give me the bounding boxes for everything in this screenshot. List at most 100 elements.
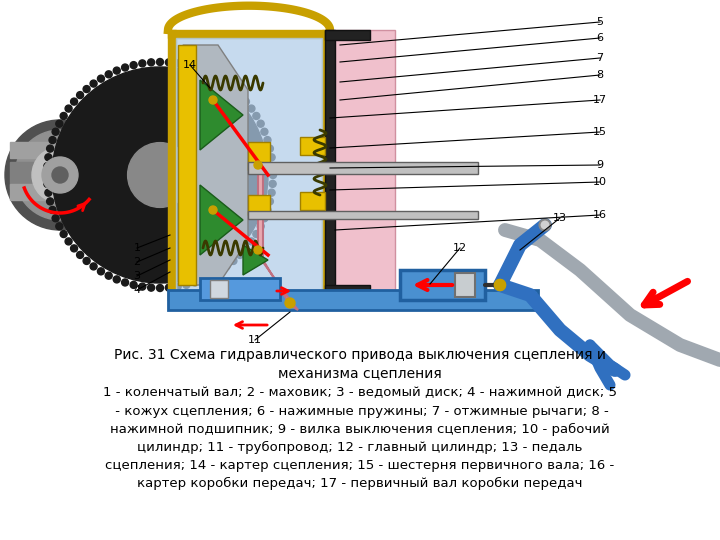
Bar bbox=[168, 30, 330, 38]
Circle shape bbox=[139, 283, 146, 290]
Circle shape bbox=[254, 246, 262, 254]
Text: механизма сцепления: механизма сцепления bbox=[278, 366, 442, 380]
Text: нажимной подшипник; 9 - вилка выключения сцепления; 10 - рабочий: нажимной подшипник; 9 - вилка выключения… bbox=[110, 422, 610, 436]
Circle shape bbox=[269, 172, 276, 179]
Circle shape bbox=[15, 130, 105, 220]
Circle shape bbox=[215, 75, 222, 82]
Circle shape bbox=[60, 231, 67, 238]
Circle shape bbox=[257, 120, 264, 127]
Circle shape bbox=[183, 62, 190, 69]
Circle shape bbox=[248, 238, 255, 245]
Circle shape bbox=[45, 154, 52, 161]
Circle shape bbox=[49, 206, 56, 213]
Circle shape bbox=[243, 98, 249, 105]
Circle shape bbox=[90, 263, 97, 270]
Circle shape bbox=[183, 281, 190, 288]
Circle shape bbox=[90, 80, 97, 87]
Bar bbox=[178, 45, 196, 285]
Text: 6: 6 bbox=[596, 33, 603, 43]
Bar bbox=[248, 211, 478, 219]
Circle shape bbox=[65, 238, 72, 245]
Circle shape bbox=[254, 161, 262, 169]
Circle shape bbox=[122, 279, 129, 286]
Circle shape bbox=[139, 60, 146, 67]
Bar bbox=[400, 270, 485, 300]
Circle shape bbox=[199, 276, 207, 283]
Circle shape bbox=[268, 189, 275, 196]
Polygon shape bbox=[200, 80, 243, 150]
Circle shape bbox=[148, 59, 155, 66]
Circle shape bbox=[269, 180, 276, 187]
Bar bbox=[325, 30, 370, 40]
Circle shape bbox=[71, 245, 78, 252]
Text: 11: 11 bbox=[248, 335, 262, 345]
Circle shape bbox=[83, 258, 90, 265]
Circle shape bbox=[253, 112, 260, 119]
Circle shape bbox=[495, 280, 505, 291]
Bar bbox=[168, 290, 538, 310]
Circle shape bbox=[269, 163, 276, 170]
Text: 5: 5 bbox=[596, 17, 603, 27]
Text: 10: 10 bbox=[593, 177, 607, 187]
Circle shape bbox=[495, 280, 505, 291]
Polygon shape bbox=[243, 245, 268, 275]
Circle shape bbox=[43, 172, 50, 179]
Circle shape bbox=[97, 75, 104, 82]
Circle shape bbox=[223, 80, 230, 87]
Circle shape bbox=[44, 163, 51, 170]
Bar bbox=[455, 273, 475, 297]
Circle shape bbox=[32, 147, 88, 203]
Circle shape bbox=[5, 120, 115, 230]
Circle shape bbox=[45, 189, 52, 196]
Text: картер коробки передач; 17 - первичный вал коробки передач: картер коробки передач; 17 - первичный в… bbox=[138, 476, 582, 490]
Circle shape bbox=[76, 252, 84, 259]
Text: цилиндр; 11 - трубопровод; 12 - главный цилиндр; 13 - педаль: цилиндр; 11 - трубопровод; 12 - главный … bbox=[138, 441, 582, 454]
Circle shape bbox=[264, 137, 271, 144]
Circle shape bbox=[266, 198, 274, 205]
Text: 14: 14 bbox=[183, 60, 197, 70]
Text: 7: 7 bbox=[596, 53, 603, 63]
Text: 13: 13 bbox=[553, 213, 567, 223]
Circle shape bbox=[192, 279, 199, 286]
Bar bbox=[248, 142, 270, 170]
Circle shape bbox=[253, 231, 260, 238]
Polygon shape bbox=[200, 185, 243, 255]
Polygon shape bbox=[183, 45, 248, 285]
Circle shape bbox=[236, 92, 243, 99]
Text: 4: 4 bbox=[133, 285, 140, 295]
Circle shape bbox=[174, 283, 181, 290]
Circle shape bbox=[539, 219, 551, 231]
Circle shape bbox=[83, 85, 90, 92]
Text: 2: 2 bbox=[133, 257, 140, 267]
Circle shape bbox=[42, 157, 78, 193]
Text: сцепления; 14 - картер сцепления; 15 - шестерня первичного вала; 16 -: сцепления; 14 - картер сцепления; 15 - ш… bbox=[105, 458, 615, 471]
Circle shape bbox=[209, 206, 217, 214]
Circle shape bbox=[71, 98, 78, 105]
Bar bbox=[300, 137, 325, 155]
Bar bbox=[248, 195, 270, 215]
Circle shape bbox=[52, 215, 59, 222]
Text: - кожух сцепления; 6 - нажимные пружины; 7 - отжимные рычаги; 8 -: - кожух сцепления; 6 - нажимные пружины;… bbox=[111, 404, 609, 417]
Circle shape bbox=[209, 96, 217, 104]
Bar bbox=[248, 162, 478, 174]
Circle shape bbox=[105, 272, 112, 279]
Bar bbox=[10, 184, 60, 200]
Circle shape bbox=[52, 167, 68, 183]
Text: 8: 8 bbox=[596, 70, 603, 80]
Bar bbox=[176, 38, 322, 292]
Circle shape bbox=[113, 276, 120, 283]
Circle shape bbox=[105, 71, 112, 78]
Circle shape bbox=[166, 59, 172, 66]
Circle shape bbox=[166, 284, 172, 291]
Circle shape bbox=[148, 284, 155, 291]
Circle shape bbox=[230, 258, 237, 265]
Text: 1 - коленчатый вал; 2 - маховик; 3 - ведомый диск; 4 - нажимной диск; 5: 1 - коленчатый вал; 2 - маховик; 3 - вед… bbox=[103, 387, 617, 400]
Circle shape bbox=[56, 120, 63, 127]
Text: Рис. 31 Схема гидравлического привода выключения сцепления и: Рис. 31 Схема гидравлического привода вы… bbox=[114, 348, 606, 362]
Circle shape bbox=[223, 263, 230, 270]
Circle shape bbox=[192, 64, 199, 71]
Circle shape bbox=[97, 268, 104, 275]
Circle shape bbox=[215, 268, 222, 275]
Text: 1: 1 bbox=[133, 243, 140, 253]
Bar bbox=[322, 30, 330, 300]
